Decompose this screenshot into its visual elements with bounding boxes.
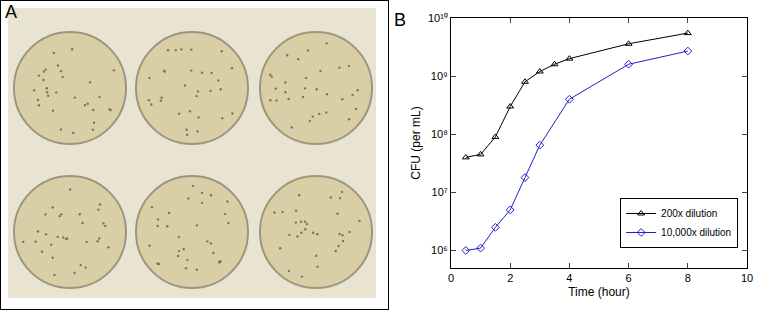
svg-text:10: 10	[741, 272, 753, 284]
svg-text:10⁸: 10⁸	[431, 128, 448, 140]
html-text:A: A	[5, 2, 17, 22]
svg-text:200x dilution: 200x dilution	[661, 208, 717, 219]
svg-text:8: 8	[685, 272, 691, 284]
svg-text:4: 4	[566, 272, 572, 284]
svg-text:6: 6	[626, 272, 632, 284]
svg-text:10⁶: 10⁶	[431, 244, 448, 256]
svg-text:0: 0	[448, 272, 454, 284]
svg-text:Time (hour): Time (hour)	[568, 285, 630, 299]
svg-text:10¹⁰: 10¹⁰	[428, 12, 448, 24]
svg-text:10⁷: 10⁷	[432, 186, 448, 198]
svg-text:2: 2	[507, 272, 513, 284]
svg-text:10⁹: 10⁹	[431, 70, 448, 82]
svg-text:CFU (per mL): CFU (per mL)	[409, 106, 423, 179]
svg-text:10,000x dilution: 10,000x dilution	[661, 227, 731, 238]
svg-text:B: B	[394, 10, 406, 30]
